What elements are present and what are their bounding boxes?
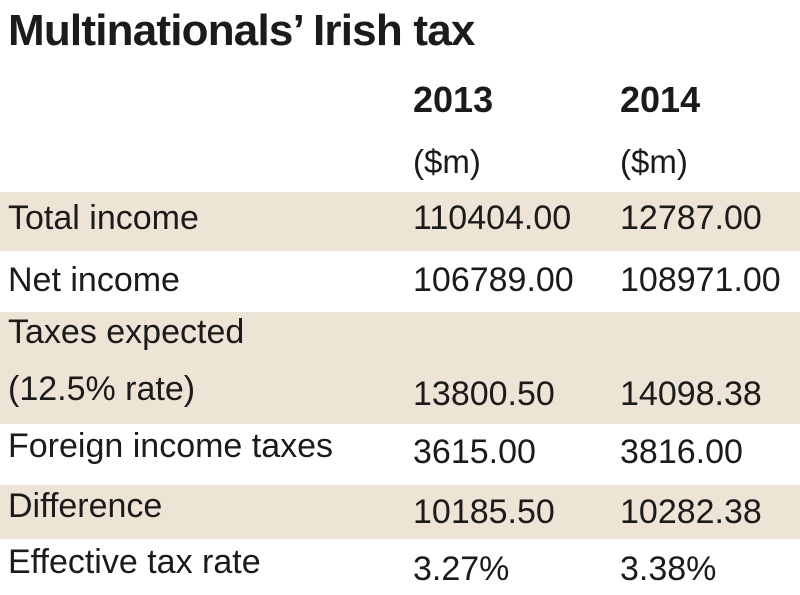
value-2013: 10185.50 xyxy=(413,493,555,531)
table-row-net-income: Net income 106789.00 108971.00 xyxy=(0,252,800,311)
column-unit-2013: ($m) xyxy=(413,143,481,180)
table-row-total-income: Total income 110404.00 12787.00 xyxy=(0,192,800,251)
row-divider xyxy=(0,539,800,540)
row-divider xyxy=(0,251,800,252)
row-label: Net income xyxy=(8,261,180,299)
value-2014: 14098.38 xyxy=(620,375,762,413)
row-label-line-2: (12.5% rate) xyxy=(8,370,196,408)
table-row-difference: Difference 10185.50 10282.38 xyxy=(0,484,800,539)
value-2014: 108971.00 xyxy=(620,261,781,299)
value-2014: 10282.38 xyxy=(620,493,762,531)
value-2014: 3816.00 xyxy=(620,433,743,471)
column-header-2014: 2014 xyxy=(620,79,701,120)
table-row-taxes-expected: Taxes expected (12.5% rate) 13800.50 140… xyxy=(0,312,800,424)
column-header-2013: 2013 xyxy=(413,79,494,120)
value-2013: 106789.00 xyxy=(413,261,574,299)
row-divider xyxy=(0,484,800,485)
value-2013: 13800.50 xyxy=(413,375,555,413)
chart-title: Multinationals’ Irish tax xyxy=(8,6,475,55)
value-2013: 110404.00 xyxy=(413,199,572,237)
row-label: Difference xyxy=(8,487,163,525)
column-unit-2014: ($m) xyxy=(620,143,688,180)
table-row-effective-tax-rate: Effective tax rate 3.27% 3.38% xyxy=(0,540,800,595)
value-2013: 3615.00 xyxy=(413,433,536,471)
row-label: Foreign income taxes xyxy=(8,427,334,465)
value-2014: 12787.00 xyxy=(620,199,762,237)
table-row-foreign-income-taxes: Foreign income taxes 3615.00 3816.00 xyxy=(0,424,800,484)
row-label-line-1: Taxes expected xyxy=(8,313,245,351)
row-divider xyxy=(0,424,800,425)
value-2013: 3.27% xyxy=(413,550,510,588)
value-2014: 3.38% xyxy=(620,550,717,588)
row-label: Total income xyxy=(8,199,199,237)
row-divider xyxy=(0,311,800,312)
row-label: Effective tax rate xyxy=(8,543,261,581)
